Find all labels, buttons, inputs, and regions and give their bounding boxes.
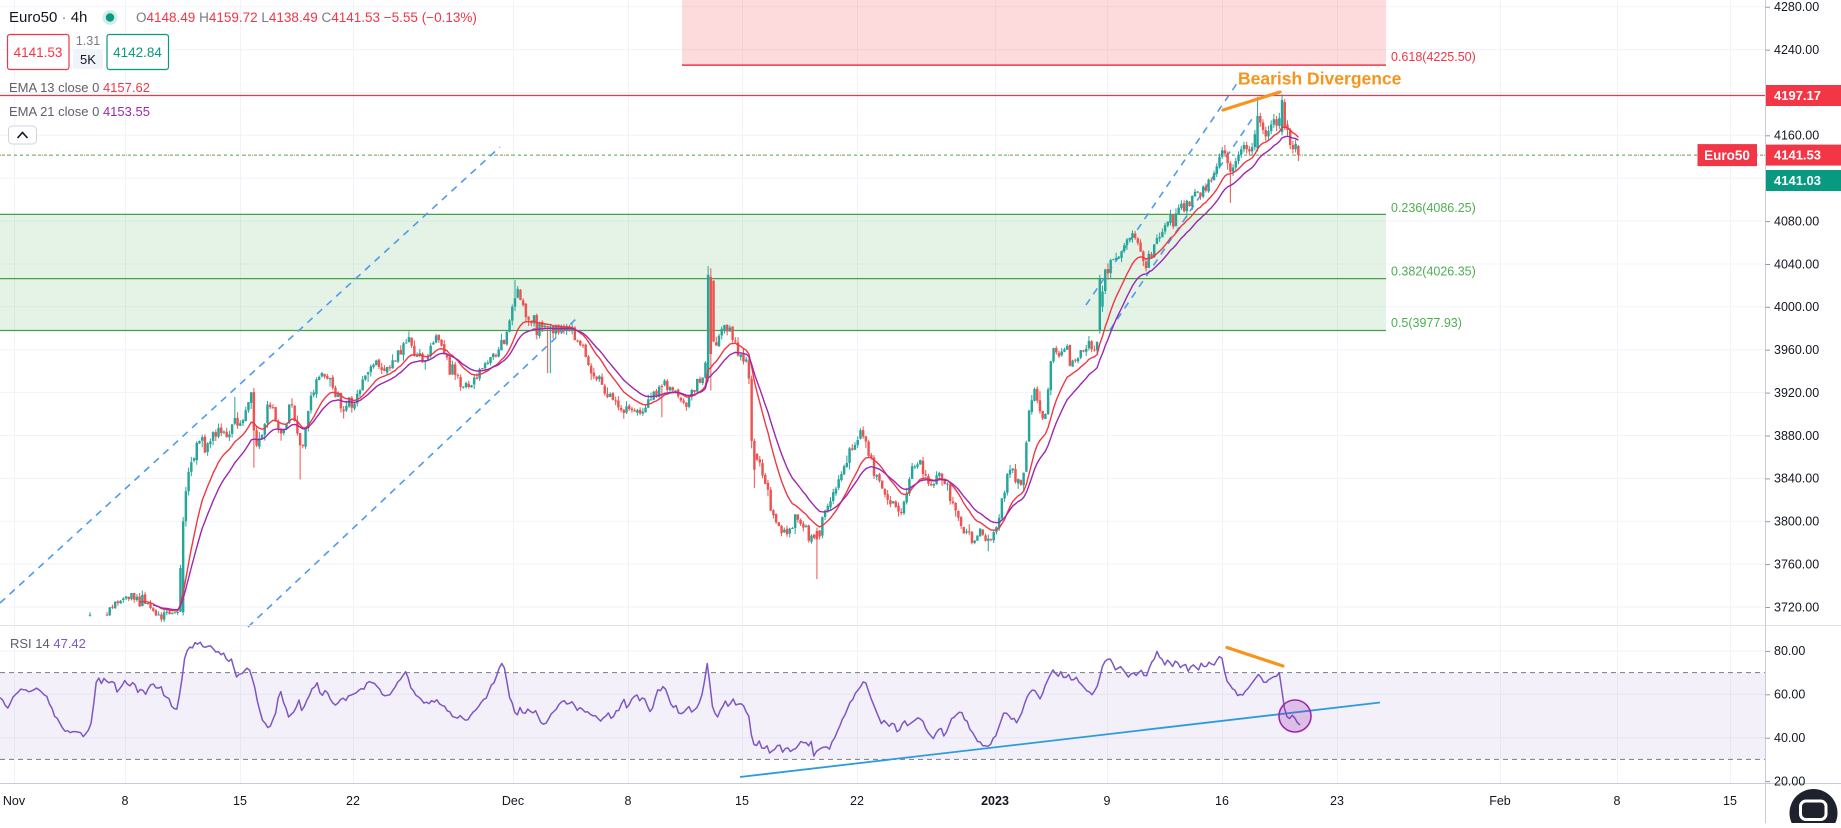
svg-text:4240.00: 4240.00 [1774,43,1819,57]
svg-text:0.236(4086.25): 0.236(4086.25) [1391,201,1476,215]
svg-text:40.00: 40.00 [1774,731,1805,745]
svg-text:0.618(4225.50): 0.618(4225.50) [1391,50,1476,64]
svg-text:4141.53: 4141.53 [1774,148,1821,163]
svg-text:Feb: Feb [1489,794,1511,808]
svg-text:5K: 5K [80,52,96,67]
svg-text:3720.00: 3720.00 [1774,600,1819,614]
svg-text:80.00: 80.00 [1774,644,1805,658]
svg-text:22: 22 [850,794,864,808]
svg-text:4142.84: 4142.84 [113,45,162,60]
svg-text:60.00: 60.00 [1774,688,1805,702]
svg-text:Euro50 · 4h: Euro50 · 4h [9,9,87,26]
svg-text:23: 23 [1330,794,1344,808]
svg-text:4080.00: 4080.00 [1774,214,1819,228]
svg-text:Euro50: Euro50 [1704,148,1750,163]
svg-text:4197.17: 4197.17 [1774,88,1821,103]
svg-text:4040.00: 4040.00 [1774,257,1819,271]
svg-text:0.5(3977.93): 0.5(3977.93) [1391,316,1462,330]
svg-text:15: 15 [735,794,749,808]
svg-text:4141.53: 4141.53 [14,45,63,60]
svg-text:4000.00: 4000.00 [1774,300,1819,314]
svg-text:3840.00: 3840.00 [1774,472,1819,486]
svg-text:4141.03: 4141.03 [1774,173,1821,188]
svg-text:22: 22 [346,794,360,808]
svg-text:O4148.49 H4159.72 L4138.49 C41: O4148.49 H4159.72 L4138.49 C4141.53 −5.5… [136,10,477,25]
svg-text:4280.00: 4280.00 [1774,0,1819,14]
svg-text:EMA 21 close 0 4153.55: EMA 21 close 0 4153.55 [9,104,150,119]
svg-text:9: 9 [1104,794,1111,808]
svg-text:3920.00: 3920.00 [1774,386,1819,400]
svg-text:8: 8 [625,794,632,808]
svg-text:3960.00: 3960.00 [1774,343,1819,357]
svg-text:4160.00: 4160.00 [1774,129,1819,143]
svg-text:EMA 13 close 0 4157.62: EMA 13 close 0 4157.62 [9,80,150,95]
svg-text:0.382(4026.35): 0.382(4026.35) [1391,265,1476,279]
svg-text:3880.00: 3880.00 [1774,429,1819,443]
svg-text:3760.00: 3760.00 [1774,557,1819,571]
svg-text:RSI 14 47.42: RSI 14 47.42 [10,636,86,651]
svg-text:15: 15 [233,794,247,808]
svg-text:Dec: Dec [502,794,524,808]
svg-text:1.31: 1.31 [76,34,100,48]
svg-text:3800.00: 3800.00 [1774,515,1819,529]
svg-text:8: 8 [122,794,129,808]
svg-text:Bearish Divergence: Bearish Divergence [1238,69,1402,89]
svg-text:8: 8 [1614,794,1621,808]
svg-text:15: 15 [1723,794,1737,808]
svg-text:20.00: 20.00 [1774,774,1805,788]
svg-text:16: 16 [1215,794,1229,808]
svg-text:2023: 2023 [981,794,1009,808]
svg-text:Nov: Nov [3,794,26,808]
